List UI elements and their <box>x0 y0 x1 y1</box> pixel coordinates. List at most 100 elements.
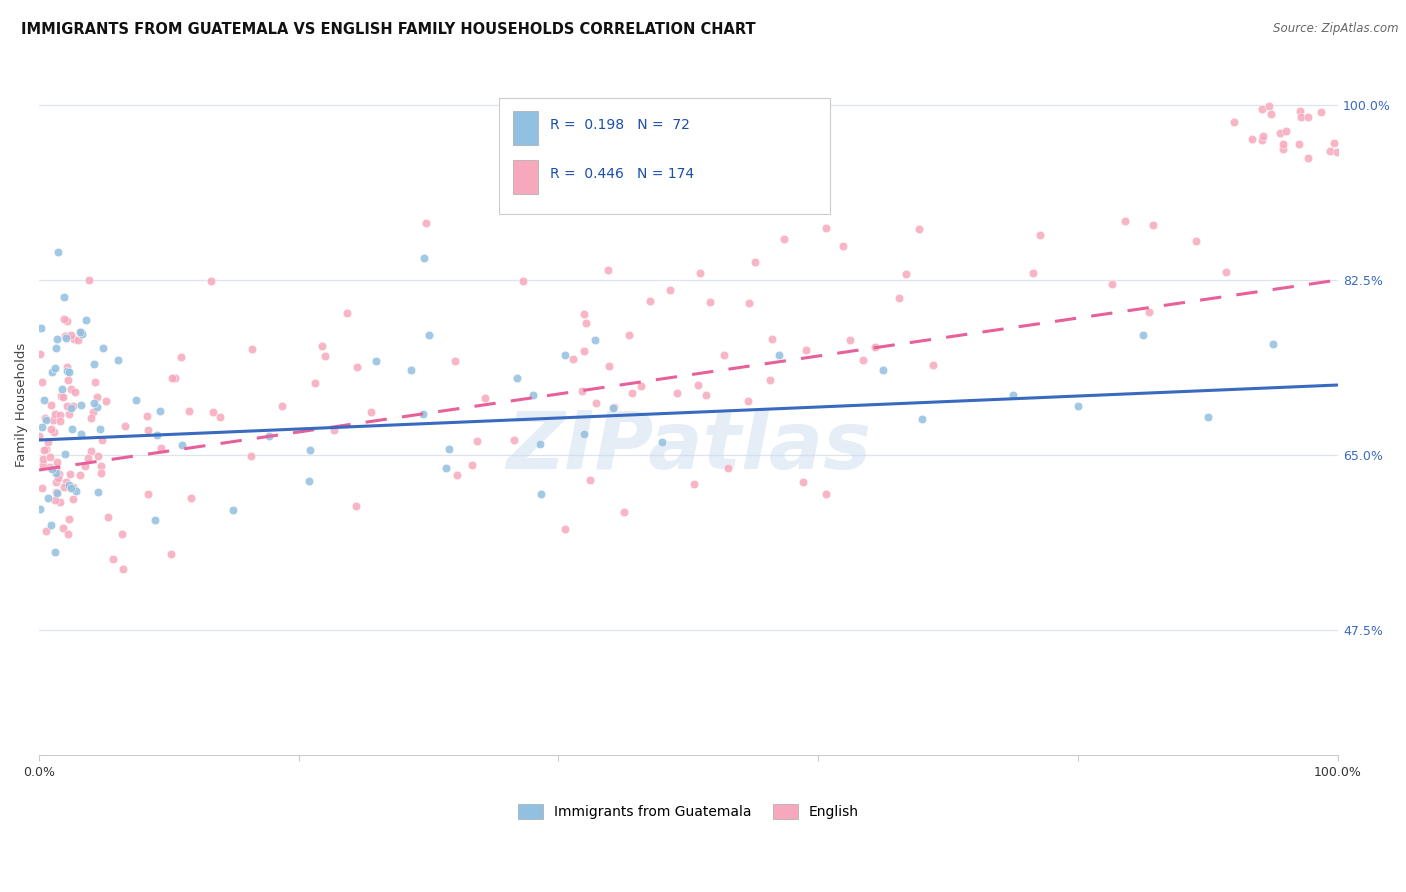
Point <box>59 328 82 343</box>
Point <box>832 239 855 253</box>
Point <box>738 296 761 310</box>
Point <box>111 527 134 541</box>
Point <box>304 376 326 390</box>
Point <box>97 510 120 524</box>
Point <box>38 460 60 475</box>
Point <box>31 375 53 389</box>
Point <box>138 486 160 500</box>
Point <box>46 486 69 500</box>
Point <box>1132 327 1154 342</box>
Point <box>39 421 62 435</box>
Point <box>42 425 65 439</box>
Point <box>52 289 75 303</box>
Point <box>360 405 382 419</box>
Point <box>56 359 79 374</box>
Point <box>1323 136 1346 150</box>
Point <box>35 413 58 427</box>
Point <box>1022 266 1045 280</box>
Point <box>323 423 346 437</box>
Point <box>1251 129 1274 144</box>
Point <box>44 493 66 508</box>
Point <box>1241 132 1264 146</box>
Point <box>443 354 465 368</box>
Point <box>1215 265 1237 279</box>
Point <box>63 332 86 346</box>
Point <box>222 503 245 517</box>
Point <box>872 363 894 377</box>
Y-axis label: Family Households: Family Households <box>15 343 28 467</box>
Point <box>503 433 526 447</box>
Point <box>415 216 437 230</box>
Point <box>75 312 97 326</box>
Point <box>73 458 96 473</box>
Point <box>86 390 108 404</box>
Point <box>114 419 136 434</box>
Point <box>94 394 117 409</box>
Point <box>107 353 129 368</box>
Legend: Immigrants from Guatemala, English: Immigrants from Guatemala, English <box>513 798 865 825</box>
Point <box>58 478 80 492</box>
Point <box>86 484 108 499</box>
Point <box>41 462 63 476</box>
Point <box>84 375 107 389</box>
Point <box>574 426 596 441</box>
Point <box>32 442 55 457</box>
Point <box>136 423 159 437</box>
Point <box>70 426 93 441</box>
Point <box>149 441 172 455</box>
Point <box>49 389 72 403</box>
Point <box>53 480 76 494</box>
Point <box>522 388 544 402</box>
Point <box>814 220 837 235</box>
Point <box>34 411 56 425</box>
Point <box>56 527 79 541</box>
Point <box>689 266 711 280</box>
Point <box>52 521 75 535</box>
Point <box>239 449 262 463</box>
Point <box>1223 115 1246 129</box>
Point <box>111 562 134 576</box>
Point <box>434 460 457 475</box>
Point <box>55 475 77 490</box>
Point <box>41 365 63 379</box>
Point <box>336 306 359 320</box>
Point <box>59 467 82 481</box>
Point <box>42 412 65 426</box>
Point <box>240 342 263 356</box>
Point <box>35 524 58 538</box>
Point <box>1114 213 1136 227</box>
Point <box>46 245 69 260</box>
Point <box>271 400 294 414</box>
Point <box>45 485 67 500</box>
Point <box>125 392 148 407</box>
Point <box>683 476 706 491</box>
Point <box>630 379 652 393</box>
Point <box>48 467 70 482</box>
Point <box>839 333 862 347</box>
Point <box>76 450 98 465</box>
Point <box>366 354 388 368</box>
Point <box>621 386 644 401</box>
Point <box>461 458 484 472</box>
Point <box>91 433 114 447</box>
Point <box>66 333 89 347</box>
Point <box>49 414 72 428</box>
Point <box>45 461 67 475</box>
Point <box>688 377 710 392</box>
Point <box>554 522 576 536</box>
Point <box>1067 399 1090 413</box>
Point <box>165 371 187 385</box>
Point <box>1197 409 1219 424</box>
Point <box>1251 103 1274 117</box>
Point <box>1142 218 1164 232</box>
Point <box>759 373 782 387</box>
Point <box>399 363 422 377</box>
Point <box>446 467 468 482</box>
Point <box>80 444 103 458</box>
Point <box>37 491 59 505</box>
Text: Source: ZipAtlas.com: Source: ZipAtlas.com <box>1274 22 1399 36</box>
Point <box>28 429 51 443</box>
Point <box>169 350 191 364</box>
Point <box>30 320 52 334</box>
Point <box>53 329 76 343</box>
